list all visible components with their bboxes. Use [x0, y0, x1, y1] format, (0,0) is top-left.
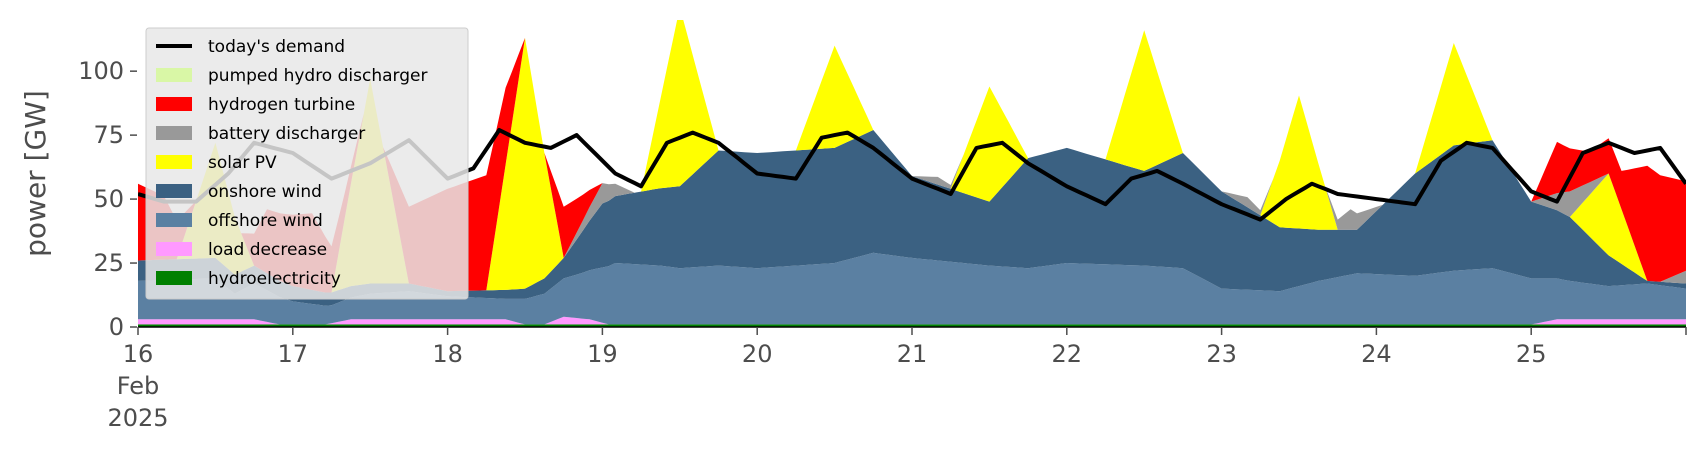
legend-swatch-hydroelectricity — [156, 271, 192, 285]
legend-label-today-s-demand: today's demand — [208, 37, 345, 57]
legend-swatch-pumped-hydro-discharger — [156, 68, 192, 82]
legend-box — [145, 27, 469, 300]
y-axis-label: power [GW] — [19, 90, 52, 257]
legend-label-solar-pv: solar PV — [208, 153, 277, 173]
legend: today's demand pumped hydro discharger hyd… — [145, 27, 469, 300]
legend-swatch-solar-pv — [156, 155, 192, 169]
area-onshore-wind — [138, 130, 1686, 306]
x-tick-label-19: 19 — [587, 340, 618, 368]
x-tick-label-24: 24 — [1361, 340, 1392, 368]
x-tick-label-16: 16 — [123, 340, 154, 368]
x-tick-label-23: 23 — [1206, 340, 1237, 368]
y-tick-label-100: 100 — [78, 57, 124, 85]
legend-swatch-offshore-wind — [156, 213, 192, 227]
legend-swatch-load-decrease — [156, 242, 192, 256]
y-tick-label-75: 75 — [93, 121, 124, 149]
y-tick-label-25: 25 — [93, 249, 124, 277]
legend-label-onshore-wind: onshore wind — [208, 182, 322, 202]
x-tick-label-22: 22 — [1052, 340, 1083, 368]
x-tick-sublabel-feb: Feb — [117, 372, 160, 400]
x-tick-sublabel-2025: 2025 — [107, 404, 168, 432]
legend-label-pumped-hydro-discharger: pumped hydro discharger — [208, 66, 427, 86]
legend-label-hydroelectricity: hydroelectricity — [208, 269, 341, 289]
legend-swatch-hydrogen-turbine — [156, 97, 192, 111]
legend-label-load-decrease: load decrease — [208, 240, 327, 260]
legend-swatch-battery-discharger — [156, 126, 192, 140]
y-tick-label-50: 50 — [93, 185, 124, 213]
legend-swatch-onshore-wind — [156, 184, 192, 198]
area-solar-pv — [138, 20, 1686, 293]
x-tick-label-17: 17 — [278, 340, 309, 368]
x-tick-label-18: 18 — [432, 340, 463, 368]
legend-label-hydrogen-turbine: hydrogen turbine — [208, 95, 355, 115]
axes: 0 25 50 75 100 16 Feb 2025 17 18 19 20 21 22 23 24 25 pow… — [19, 57, 1687, 432]
x-tick-label-25: 25 — [1516, 340, 1547, 368]
y-tick-label-0: 0 — [109, 313, 124, 341]
legend-label-offshore-wind: offshore wind — [208, 211, 323, 231]
area-offshore-wind — [138, 252, 1686, 325]
area-load-decrease — [138, 316, 1686, 325]
x-tick-label-21: 21 — [897, 340, 928, 368]
legend-label-battery-discharger: battery discharger — [208, 124, 365, 144]
x-tick-label-20: 20 — [742, 340, 773, 368]
